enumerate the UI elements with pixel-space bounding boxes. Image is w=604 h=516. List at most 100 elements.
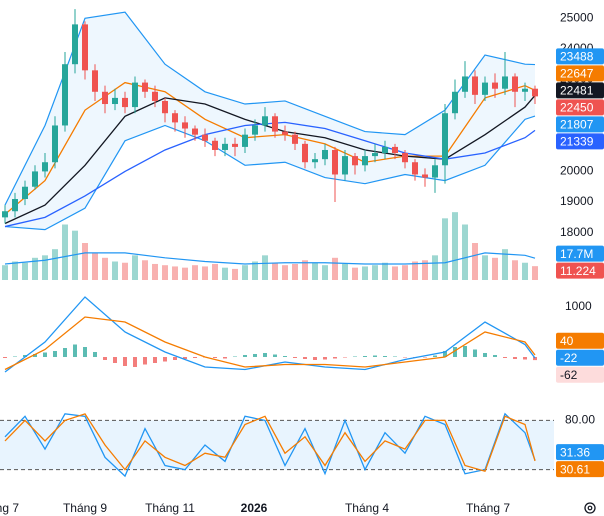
candle-body [92, 70, 98, 92]
candle-body [352, 156, 358, 166]
value-badge-label: 31.36 [560, 445, 590, 459]
macd-histogram-bar [143, 357, 147, 365]
candle-body [522, 88, 528, 92]
volume-bar [492, 257, 498, 280]
volume-bar [132, 255, 138, 280]
volume-bar [202, 266, 208, 280]
stoch-k-line [4, 412, 536, 478]
macd-histogram-bar [503, 357, 507, 358]
settings-icon[interactable] [584, 502, 596, 514]
candle-body [192, 128, 198, 135]
volume-bar [122, 262, 128, 280]
value-badge [556, 133, 604, 150]
y-tick-label: 18000 [560, 225, 594, 239]
volume-bar [112, 261, 118, 280]
value-badge [556, 65, 604, 82]
volume-bar [362, 266, 368, 280]
volume-bar [152, 263, 158, 280]
candle-body [262, 116, 268, 126]
value-badge-label: 30.61 [560, 462, 590, 476]
x-tick-label: Tháng 9 [63, 501, 107, 515]
candle-body [412, 162, 418, 175]
candle-body [172, 113, 178, 123]
x-tick-label: Tháng 4 [345, 501, 389, 515]
candle-body [312, 159, 318, 163]
volume-ma-line [4, 252, 536, 265]
macd-histogram-bar [223, 357, 227, 359]
volume-bar [32, 257, 38, 280]
candle-body [472, 76, 478, 95]
macd-histogram-bar [383, 356, 387, 357]
volume-bar [292, 263, 298, 280]
volume-bar [522, 262, 528, 280]
candle-body [202, 134, 208, 141]
value-badge-label: 17.7M [560, 247, 593, 261]
volume-bar [482, 255, 488, 280]
candle-body [532, 88, 538, 97]
macd-histogram-bar [283, 356, 287, 357]
candle-body [22, 186, 28, 199]
plot-area [0, 9, 554, 478]
macd-histogram-bar [303, 357, 307, 359]
macd-histogram-bar [173, 357, 177, 360]
volume-bar [502, 249, 508, 280]
macd-histogram-bar [513, 357, 517, 359]
macd-histogram-bar [153, 357, 157, 363]
macd-line [4, 296, 536, 373]
value-badge [556, 262, 604, 279]
y-tick-label: 25000 [560, 10, 594, 24]
volume-bar [392, 266, 398, 280]
macd-histogram-bar [353, 356, 357, 357]
volume-bar [322, 265, 328, 280]
x-tick-label: 2026 [241, 501, 268, 515]
candle-body [122, 97, 128, 108]
candle-body [372, 153, 378, 157]
macd-histogram-bar [463, 346, 467, 357]
candle-body [272, 116, 278, 132]
macd-histogram-bar [193, 357, 197, 358]
volume-bar [22, 262, 28, 280]
macd-histogram-bar [473, 349, 477, 357]
macd-histogram-bar [213, 357, 217, 358]
macd-histogram-bar [3, 357, 7, 358]
value-badge [556, 461, 604, 478]
macd-histogram-bar [43, 352, 47, 357]
macd-histogram-bar [393, 356, 397, 357]
volume-bar [222, 267, 228, 280]
volume-bar [192, 265, 198, 280]
volume-bar [82, 243, 88, 280]
y-tick-label: 80.00 [565, 413, 595, 427]
candle-body [72, 24, 78, 65]
bollinger-fill [5, 12, 535, 230]
candle-body [222, 143, 228, 150]
candle-body [292, 134, 298, 144]
value-badge [556, 48, 604, 65]
macd-histogram-bar [53, 351, 57, 357]
value-badge-label: 22647 [560, 67, 594, 81]
macd-histogram-bar [63, 348, 67, 357]
macd-histogram-bar [93, 352, 97, 357]
candle-body [232, 143, 238, 147]
volume-bar [452, 212, 458, 280]
signal-line [4, 316, 536, 371]
candle-body [2, 211, 8, 218]
candle-body [32, 171, 38, 187]
macd-histogram-bar [373, 355, 377, 357]
value-badge-label: 11.224 [560, 264, 596, 278]
candle-body [132, 82, 138, 108]
volume-bar [372, 265, 378, 280]
stoch-d-line [4, 413, 536, 473]
macd-histogram-bar [403, 357, 407, 358]
volume-bar [332, 257, 338, 280]
macd-histogram-bar [423, 357, 427, 358]
volume-bar [282, 265, 288, 280]
volume-bar [212, 263, 218, 280]
level-band [0, 420, 554, 470]
volume-bar [172, 266, 178, 280]
value-badge-label: 21339 [560, 135, 594, 149]
macd-histogram-bar [493, 355, 497, 357]
candle-body [212, 140, 218, 150]
volume-bar [182, 267, 188, 280]
